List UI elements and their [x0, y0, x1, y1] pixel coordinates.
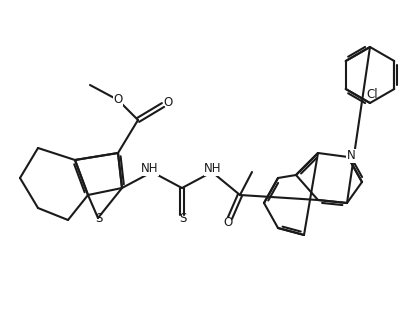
Text: Cl: Cl	[366, 88, 377, 101]
Text: O: O	[113, 94, 122, 107]
Text: O: O	[163, 96, 172, 109]
Text: NH: NH	[141, 162, 158, 175]
Text: N: N	[346, 149, 354, 162]
Text: NH: NH	[204, 162, 221, 175]
Text: S: S	[95, 212, 102, 225]
Text: O: O	[223, 215, 232, 228]
Text: S: S	[179, 212, 186, 225]
